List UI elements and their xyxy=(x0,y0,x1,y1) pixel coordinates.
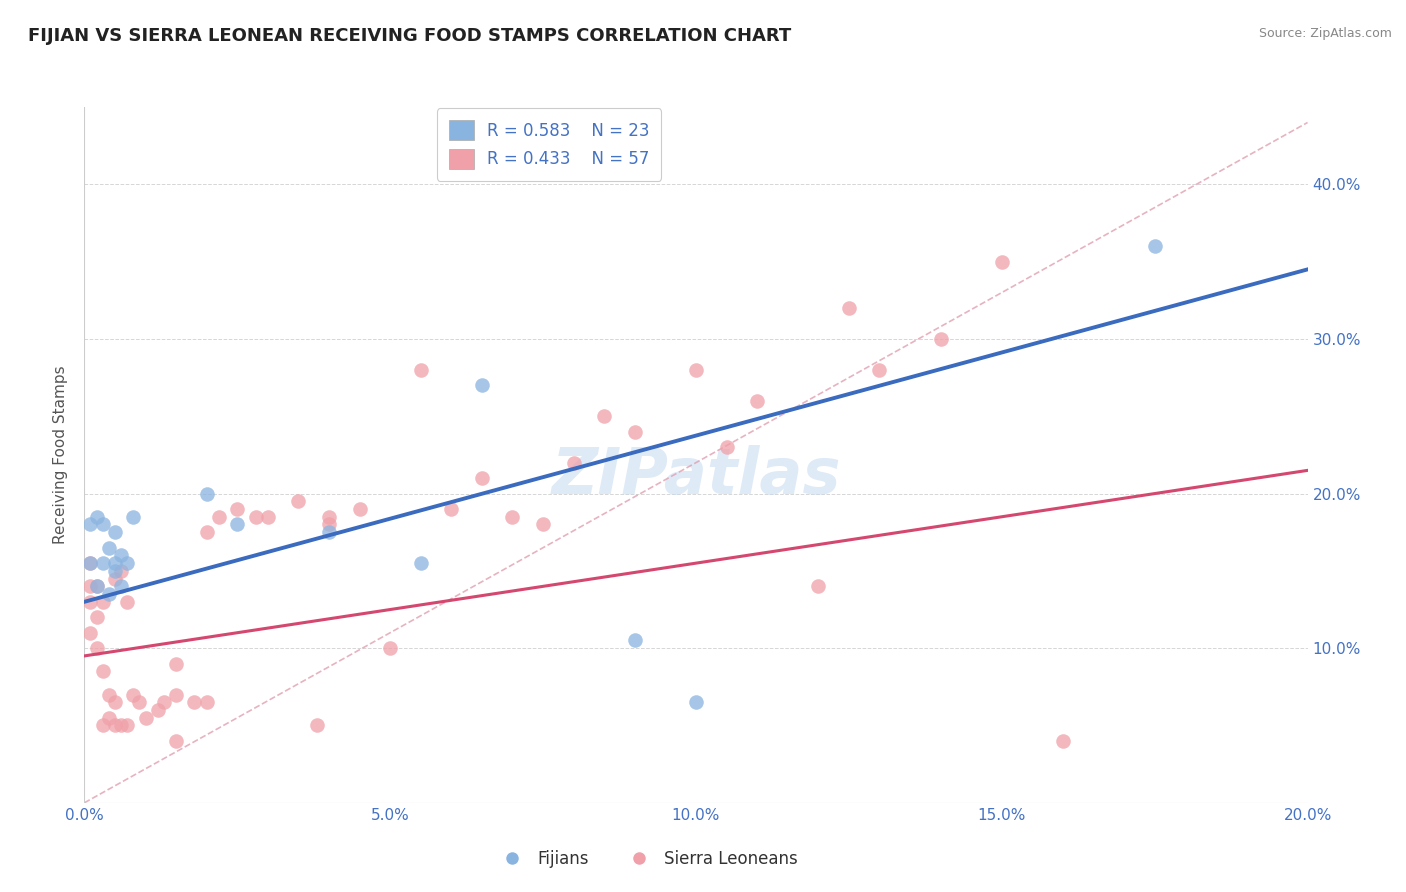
Point xyxy=(991,254,1014,268)
Point xyxy=(104,556,127,570)
Point xyxy=(1143,239,1166,253)
Point xyxy=(79,579,101,593)
Point xyxy=(195,695,218,709)
Point xyxy=(122,688,145,702)
Point xyxy=(122,509,145,524)
Point xyxy=(165,734,187,748)
Point xyxy=(208,509,231,524)
Legend: Fijians, Sierra Leoneans: Fijians, Sierra Leoneans xyxy=(489,844,804,875)
Point xyxy=(1052,734,1074,748)
Point xyxy=(165,657,187,671)
Point xyxy=(305,718,328,732)
Point xyxy=(91,718,114,732)
Point xyxy=(409,556,432,570)
Point xyxy=(97,711,120,725)
Point xyxy=(91,556,114,570)
Point xyxy=(97,587,120,601)
Point xyxy=(318,509,340,524)
Text: Source: ZipAtlas.com: Source: ZipAtlas.com xyxy=(1258,27,1392,40)
Point xyxy=(97,541,120,555)
Point xyxy=(502,509,524,524)
Point xyxy=(110,579,132,593)
Point xyxy=(869,363,891,377)
Point xyxy=(115,595,138,609)
Point xyxy=(318,517,340,532)
Point xyxy=(86,641,108,656)
Point xyxy=(624,425,647,439)
Point xyxy=(929,332,952,346)
Point xyxy=(110,718,132,732)
Point xyxy=(349,502,371,516)
Point xyxy=(115,556,138,570)
Point xyxy=(104,525,127,540)
Point xyxy=(838,301,860,315)
Point xyxy=(86,509,108,524)
Point xyxy=(110,564,132,578)
Point xyxy=(471,471,494,485)
Point xyxy=(115,718,138,732)
Point xyxy=(562,456,585,470)
Point xyxy=(287,494,309,508)
Point xyxy=(318,525,340,540)
Point xyxy=(409,363,432,377)
Point xyxy=(624,633,647,648)
Point xyxy=(79,517,101,532)
Text: FIJIAN VS SIERRA LEONEAN RECEIVING FOOD STAMPS CORRELATION CHART: FIJIAN VS SIERRA LEONEAN RECEIVING FOOD … xyxy=(28,27,792,45)
Point xyxy=(153,695,176,709)
Point xyxy=(226,517,249,532)
Point xyxy=(245,509,267,524)
Point xyxy=(86,579,108,593)
Text: ZIPatlas: ZIPatlas xyxy=(551,445,841,507)
Point xyxy=(79,556,101,570)
Y-axis label: Receiving Food Stamps: Receiving Food Stamps xyxy=(53,366,69,544)
Point xyxy=(380,641,402,656)
Point xyxy=(440,502,463,516)
Point xyxy=(195,525,218,540)
Point xyxy=(104,695,127,709)
Point xyxy=(747,393,769,408)
Legend: R = 0.583    N = 23, R = 0.433    N = 57: R = 0.583 N = 23, R = 0.433 N = 57 xyxy=(437,109,661,181)
Point xyxy=(195,486,218,500)
Point xyxy=(110,549,132,563)
Point xyxy=(79,595,101,609)
Point xyxy=(593,409,616,424)
Point xyxy=(104,572,127,586)
Point xyxy=(183,695,205,709)
Point xyxy=(135,711,157,725)
Point xyxy=(104,564,127,578)
Point xyxy=(165,688,187,702)
Point xyxy=(471,378,494,392)
Point xyxy=(146,703,169,717)
Point xyxy=(79,556,101,570)
Point xyxy=(257,509,280,524)
Point xyxy=(86,579,108,593)
Point xyxy=(79,625,101,640)
Point xyxy=(91,665,114,679)
Point xyxy=(128,695,150,709)
Point xyxy=(86,610,108,624)
Point xyxy=(716,440,738,454)
Point xyxy=(91,595,114,609)
Point xyxy=(685,695,707,709)
Point xyxy=(685,363,707,377)
Point xyxy=(807,579,830,593)
Point xyxy=(104,718,127,732)
Point xyxy=(97,688,120,702)
Point xyxy=(531,517,554,532)
Point xyxy=(226,502,249,516)
Point xyxy=(91,517,114,532)
